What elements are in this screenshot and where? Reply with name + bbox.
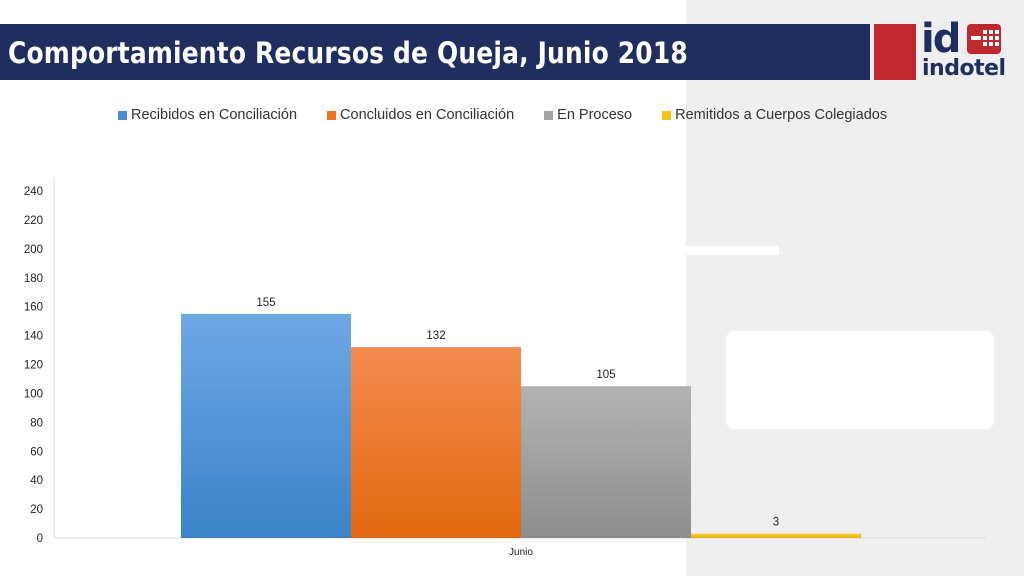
legend-item-concluidos: Concluidos en Conciliación <box>327 107 514 123</box>
y-tick-label: 0 <box>37 533 43 545</box>
legend-item-recibidos: Recibidos en Conciliación <box>118 107 297 123</box>
bar <box>351 347 521 538</box>
title-bar: Comportamiento Recursos de Queja, Junio … <box>0 24 870 80</box>
y-tick-label: 220 <box>24 215 43 227</box>
logo-wordmark: indotel <box>922 56 1006 81</box>
bar-value-label: 132 <box>426 330 445 342</box>
y-tick-label: 160 <box>24 302 43 314</box>
y-tick-label: 200 <box>24 244 43 256</box>
chart-legend: Recibidos en Conciliación Concluidos en … <box>118 104 917 126</box>
legend-swatch <box>327 110 337 120</box>
bar-value-label: 155 <box>256 297 275 309</box>
bar-value-label: 105 <box>596 369 615 381</box>
logo-mark-text: id <box>921 16 961 62</box>
legend-swatch <box>662 110 672 120</box>
y-tick-label: 60 <box>30 446 43 458</box>
logo-red-block <box>874 24 916 80</box>
logo-keypad-icon <box>967 24 1001 54</box>
background-white-card <box>726 331 994 429</box>
legend-swatch <box>544 110 554 120</box>
y-tick-label: 240 <box>24 186 43 198</box>
x-tick-label: Junio <box>509 547 533 558</box>
legend-swatch <box>118 110 127 120</box>
y-tick-label: 40 <box>30 475 43 487</box>
bar-value-label: 3 <box>773 517 779 529</box>
page-title: Comportamiento Recursos de Queja, Junio … <box>8 36 688 70</box>
y-tick-label: 80 <box>30 417 43 429</box>
y-tick-label: 120 <box>24 360 43 372</box>
y-tick-label: 100 <box>24 388 43 400</box>
bar <box>691 533 861 538</box>
y-tick-label: 20 <box>30 504 43 516</box>
legend-item-remitidos: Remitidos a Cuerpos Colegiados <box>662 107 887 123</box>
legend-label: Recibidos en Conciliación <box>131 107 298 123</box>
legend-label: En Proceso <box>557 107 633 123</box>
background-panel-right <box>779 0 1024 576</box>
bar <box>521 386 691 538</box>
y-tick-label: 140 <box>24 331 43 343</box>
y-tick-label: 180 <box>24 273 43 285</box>
legend-item-en-proceso: En Proceso <box>544 107 632 123</box>
legend-label: Concluidos en Conciliación <box>340 107 515 123</box>
legend-label: Remitidos a Cuerpos Colegiados <box>675 107 888 123</box>
bar <box>181 313 351 538</box>
